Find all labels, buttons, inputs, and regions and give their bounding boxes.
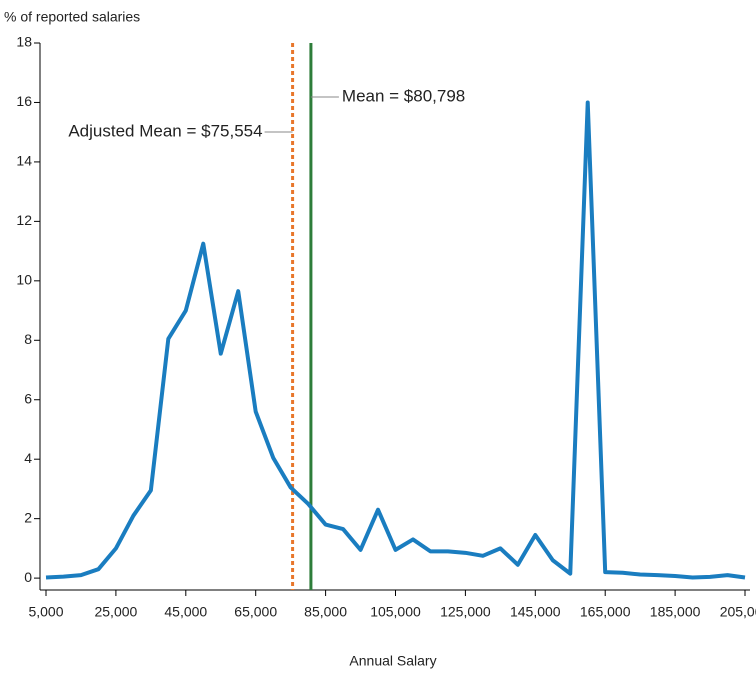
y-tick-label: 14 — [16, 153, 32, 169]
data-line — [45, 100, 746, 580]
x-tick-label: 165,000 — [580, 604, 631, 620]
x-tick-label: 125,000 — [440, 604, 491, 620]
y-tick-label: 18 — [16, 34, 32, 50]
annotation: Adjusted Mean = $75,554 — [68, 121, 262, 140]
x-tick-label: 85,000 — [304, 604, 347, 620]
y-tick-label: 0 — [24, 569, 32, 585]
x-tick-label: 145,000 — [510, 604, 561, 620]
y-axis-label: % of reported salaries — [4, 9, 140, 25]
x-tick-label: 205,000 — [720, 604, 756, 620]
y-tick-label: 12 — [16, 212, 32, 228]
y-tick-label: 8 — [24, 331, 32, 347]
x-tick-label: 185,000 — [650, 604, 701, 620]
x-tick-label: 65,000 — [234, 604, 277, 620]
y-tick-label: 10 — [16, 272, 32, 288]
x-tick-label: 25,000 — [94, 604, 137, 620]
y-tick-label: 6 — [24, 390, 32, 406]
x-tick-label: 45,000 — [164, 604, 207, 620]
y-tick-label: 4 — [24, 450, 32, 466]
x-tick-label: 105,000 — [370, 604, 421, 620]
x-tick-label: 5,000 — [28, 604, 63, 620]
annotation: Mean = $80,798 — [342, 86, 465, 105]
y-tick-label: 2 — [24, 509, 32, 525]
x-axis-label: Annual Salary — [349, 653, 436, 669]
y-tick-label: 16 — [16, 93, 32, 109]
